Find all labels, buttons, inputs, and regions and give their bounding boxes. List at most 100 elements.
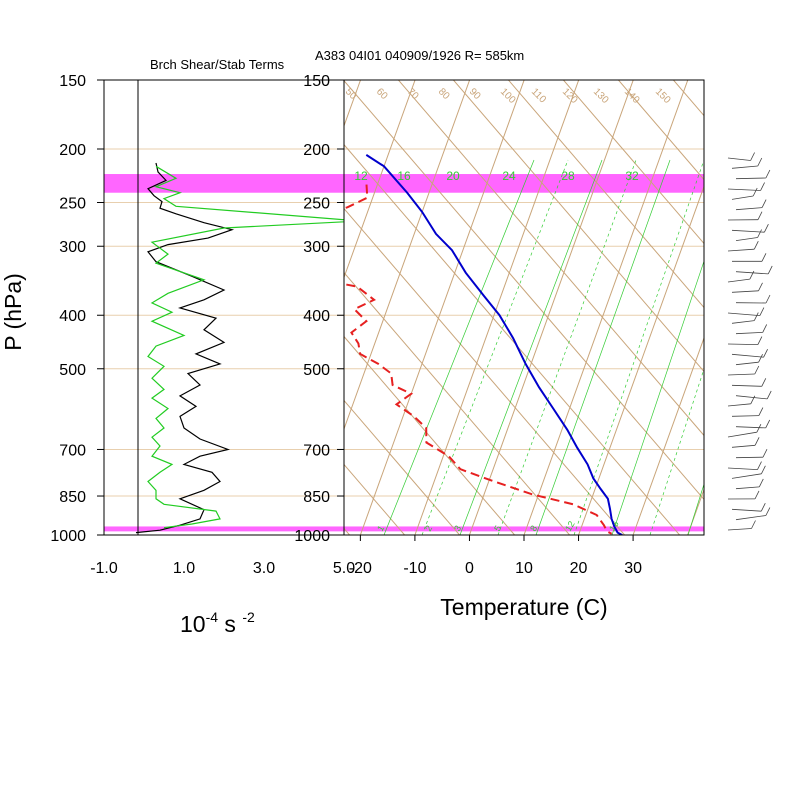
wind-barb-flag bbox=[754, 437, 760, 446]
highlight-band bbox=[104, 526, 344, 532]
wind-barb-flag bbox=[757, 336, 763, 345]
isotherm-line bbox=[742, 80, 800, 535]
wind-barb bbox=[727, 467, 758, 470]
highlight-band bbox=[104, 174, 344, 193]
isotherm-line bbox=[414, 80, 580, 535]
wind-barb-flag bbox=[757, 211, 763, 220]
mixing-ratio-line bbox=[383, 159, 535, 535]
axis-ticks bbox=[97, 79, 634, 541]
pressure-tick-label: 300 bbox=[59, 239, 86, 256]
units-label: 10-4 s -2 bbox=[180, 609, 255, 637]
wind-barb-flag bbox=[761, 253, 767, 262]
wind-barb-flag bbox=[754, 490, 760, 500]
mixing-ratio-line bbox=[535, 159, 671, 535]
wind-barb bbox=[735, 207, 763, 211]
left-series bbox=[135, 162, 344, 534]
dry-adiabat-label: 100 bbox=[498, 86, 518, 106]
wind-barb bbox=[727, 343, 758, 345]
wind-barb-flag bbox=[753, 241, 759, 250]
wind-barb-flag bbox=[757, 229, 762, 238]
pressure-tick-label: 1000 bbox=[294, 528, 330, 545]
temperature-tick-label: 10 bbox=[515, 560, 533, 577]
isotherm-line bbox=[359, 80, 525, 535]
wind-barb bbox=[735, 486, 760, 490]
wind-barb-flag bbox=[758, 407, 764, 416]
temperature-tick-label: -10 bbox=[403, 560, 426, 577]
dry-adiabat-line bbox=[507, 80, 704, 309]
dry-adiabat-line bbox=[452, 80, 704, 373]
pressure-tick-label: 250 bbox=[303, 196, 330, 213]
mixing-ratio-line bbox=[459, 159, 603, 535]
wind-barb-flag bbox=[765, 294, 771, 304]
wind-barb bbox=[731, 195, 754, 200]
wind-barb bbox=[727, 431, 757, 438]
wind-barb bbox=[727, 528, 752, 531]
dry-adiabat-label: 110 bbox=[529, 86, 548, 105]
temperature-line bbox=[365, 154, 623, 535]
mixing-ratio-label: 24 bbox=[502, 169, 516, 183]
units-mid: s bbox=[218, 611, 242, 637]
wind-barb bbox=[731, 290, 759, 293]
wind-barb bbox=[727, 188, 761, 191]
mixing-ratio-line bbox=[497, 159, 637, 535]
dry-adiabat-line bbox=[0, 40, 219, 575]
wind-barb-flag bbox=[751, 520, 756, 529]
mixing-ratio-label: 12 bbox=[563, 519, 577, 533]
wind-barb bbox=[731, 473, 762, 479]
wind-barb-flag bbox=[749, 270, 755, 280]
mixing-ratio-label: 32 bbox=[625, 169, 639, 183]
skewt-series bbox=[344, 154, 623, 535]
mixing-ratio-label: 20 bbox=[446, 169, 460, 183]
mixing-ratio-line bbox=[421, 159, 569, 535]
pressure-tick-label: 1000 bbox=[50, 528, 86, 545]
isotherm-line bbox=[578, 185, 704, 535]
temperature-tick-label: 0 bbox=[465, 560, 474, 577]
dry-adiabat-label: 60 bbox=[374, 86, 390, 102]
wind-barb-flag bbox=[762, 324, 768, 333]
wind-barb bbox=[727, 248, 755, 252]
wind-barb-flag bbox=[761, 378, 767, 387]
shear-term-line bbox=[135, 162, 235, 534]
wind-barb-flag bbox=[760, 182, 765, 191]
pressure-tick-label: 400 bbox=[303, 308, 330, 325]
wind-barb-flag bbox=[756, 424, 762, 433]
dry-adiabat-line bbox=[344, 271, 571, 535]
pressure-tick-label: 850 bbox=[303, 489, 330, 506]
mixing-ratio-label: 28 bbox=[561, 169, 575, 183]
temperature-tick-label: 20 bbox=[570, 560, 588, 577]
pressure-tick-label: 200 bbox=[303, 142, 330, 159]
left-x-tick-label: -1.0 bbox=[90, 560, 118, 577]
wind-barb-flag bbox=[758, 282, 763, 291]
wind-barb-flag bbox=[761, 465, 766, 474]
mixing-ratio-label: 8 bbox=[528, 524, 539, 533]
wind-barb bbox=[731, 320, 755, 324]
temperature-tick-label: 30 bbox=[624, 560, 642, 577]
dry-adiabat-line bbox=[344, 463, 406, 535]
pressure-tick-label: 400 bbox=[59, 308, 86, 325]
left-x-tick-label: 5.0 bbox=[333, 560, 355, 577]
wind-barb bbox=[731, 415, 759, 417]
mixing-ratio-line bbox=[649, 367, 704, 535]
pressure-tick-label: 500 bbox=[303, 362, 330, 379]
wind-barb-flag bbox=[759, 307, 765, 316]
wind-barbs bbox=[727, 152, 773, 531]
pressure-tick-label: 150 bbox=[59, 73, 86, 90]
dewpoint-line bbox=[344, 184, 613, 535]
wind-barb bbox=[727, 157, 751, 161]
dry-adiabat-line bbox=[562, 80, 704, 245]
wind-barb bbox=[735, 515, 766, 521]
wind-barb bbox=[735, 177, 766, 180]
dry-adiabat-label: 70 bbox=[405, 86, 421, 102]
pressure-tick-label: 700 bbox=[303, 442, 330, 459]
wind-barb-flag bbox=[750, 152, 755, 161]
wind-barb-flag bbox=[765, 507, 771, 516]
isotherm-line bbox=[88, 80, 252, 535]
isotherm-line bbox=[344, 80, 416, 279]
wind-barb-flag bbox=[754, 365, 760, 375]
wind-barb-flag bbox=[758, 354, 763, 363]
skewt-highlight-bands bbox=[344, 174, 704, 532]
mixing-ratio-label: 1 bbox=[375, 524, 386, 533]
pressure-tick-label: 200 bbox=[59, 142, 86, 159]
